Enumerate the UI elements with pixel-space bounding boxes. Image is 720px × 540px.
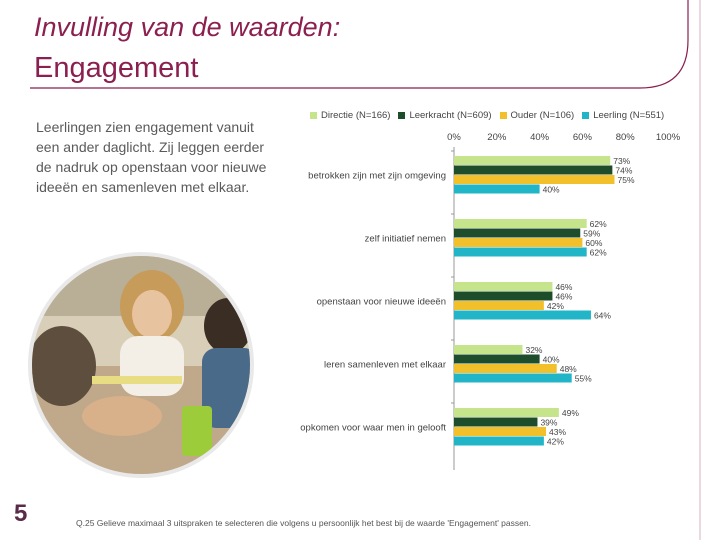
- data-label: 42%: [547, 437, 564, 447]
- data-label: 60%: [585, 238, 602, 248]
- legend-label: Leerkracht (N=609): [409, 110, 492, 121]
- bar: [454, 238, 583, 247]
- data-label: 48%: [560, 364, 577, 374]
- bar: [454, 282, 553, 291]
- footnote: Q.25 Gelieve maximaal 3 uitspraken te se…: [76, 518, 531, 528]
- classroom-photo: [28, 252, 254, 478]
- intro-text: Leerlingen zien engagement vanuit een an…: [36, 119, 267, 195]
- data-label: 59%: [583, 229, 600, 239]
- data-label: 39%: [540, 418, 557, 428]
- data-label: 62%: [590, 248, 607, 258]
- page-number: 5: [14, 500, 28, 527]
- x-tick-label: 20%: [487, 132, 507, 143]
- bar: [454, 156, 611, 165]
- bar: [454, 373, 572, 383]
- x-tick-label: 100%: [656, 132, 681, 143]
- legend-swatch: [582, 112, 590, 119]
- bar: [454, 301, 544, 310]
- category-label: leren samenleven met elkaar: [324, 360, 446, 371]
- bar: [454, 427, 547, 436]
- legend-item: Directie (N=166): [310, 110, 390, 121]
- data-label: 62%: [590, 219, 607, 229]
- bar: [454, 408, 559, 417]
- bar: [454, 184, 540, 194]
- x-tick-label: 40%: [530, 132, 550, 143]
- data-label: 40%: [543, 185, 560, 195]
- category-label: betrokken zijn met zijn omgeving: [308, 171, 446, 182]
- data-label: 42%: [547, 301, 564, 311]
- bar: [454, 345, 523, 354]
- bar: [454, 228, 581, 238]
- x-tick-label: 80%: [616, 132, 636, 143]
- legend-swatch: [310, 112, 317, 119]
- x-tick-label: 60%: [573, 132, 593, 143]
- data-label: 46%: [555, 282, 572, 292]
- bar: [454, 247, 587, 257]
- legend-swatch: [398, 112, 406, 119]
- category-label: opkomen voor waar men in gelooft: [300, 423, 446, 434]
- data-label: 73%: [613, 156, 630, 166]
- title-line-1: Invulling van de waarden:: [34, 12, 341, 42]
- bar: [454, 354, 540, 364]
- chart-legend: Directie (N=166) Leerkracht (N=609) Ouder …: [310, 110, 664, 121]
- classroom-photo-illustration: [32, 256, 250, 474]
- legend-item: Ouder (N=106): [499, 110, 575, 121]
- data-label: 75%: [618, 175, 635, 185]
- data-label: 49%: [562, 408, 579, 418]
- data-label: 40%: [543, 355, 560, 365]
- bar: [454, 436, 544, 446]
- bar: [454, 417, 538, 427]
- bar: [454, 310, 591, 320]
- legend-label: Ouder (N=106): [510, 110, 575, 121]
- bar: [454, 165, 613, 175]
- page-title: Engagement: [34, 52, 199, 84]
- legend-label: Leerling (N=551): [593, 110, 665, 121]
- bar-chart: 0% 20% 40% 60% 80% 100% betrokken zijn met zij…: [300, 132, 681, 470]
- bar: [454, 219, 587, 228]
- category-label: zelf initiatief nemen: [365, 234, 446, 245]
- bar: [454, 364, 557, 373]
- data-label: 46%: [555, 292, 572, 302]
- data-label: 32%: [525, 345, 542, 355]
- legend-label: Directie (N=166): [321, 110, 391, 121]
- x-tick-label: 0%: [447, 132, 461, 143]
- bar: [454, 291, 553, 301]
- legend-item: Leerkracht (N=609): [398, 110, 492, 121]
- data-label: 55%: [575, 374, 592, 384]
- data-label: 64%: [594, 311, 611, 321]
- legend-swatch: [499, 112, 507, 119]
- data-label: 74%: [615, 166, 632, 176]
- category-label: openstaan voor nieuwe ideeën: [317, 297, 446, 308]
- data-label: 43%: [549, 427, 566, 437]
- legend-item: Leerling (N=551): [582, 110, 664, 121]
- bar: [454, 175, 615, 184]
